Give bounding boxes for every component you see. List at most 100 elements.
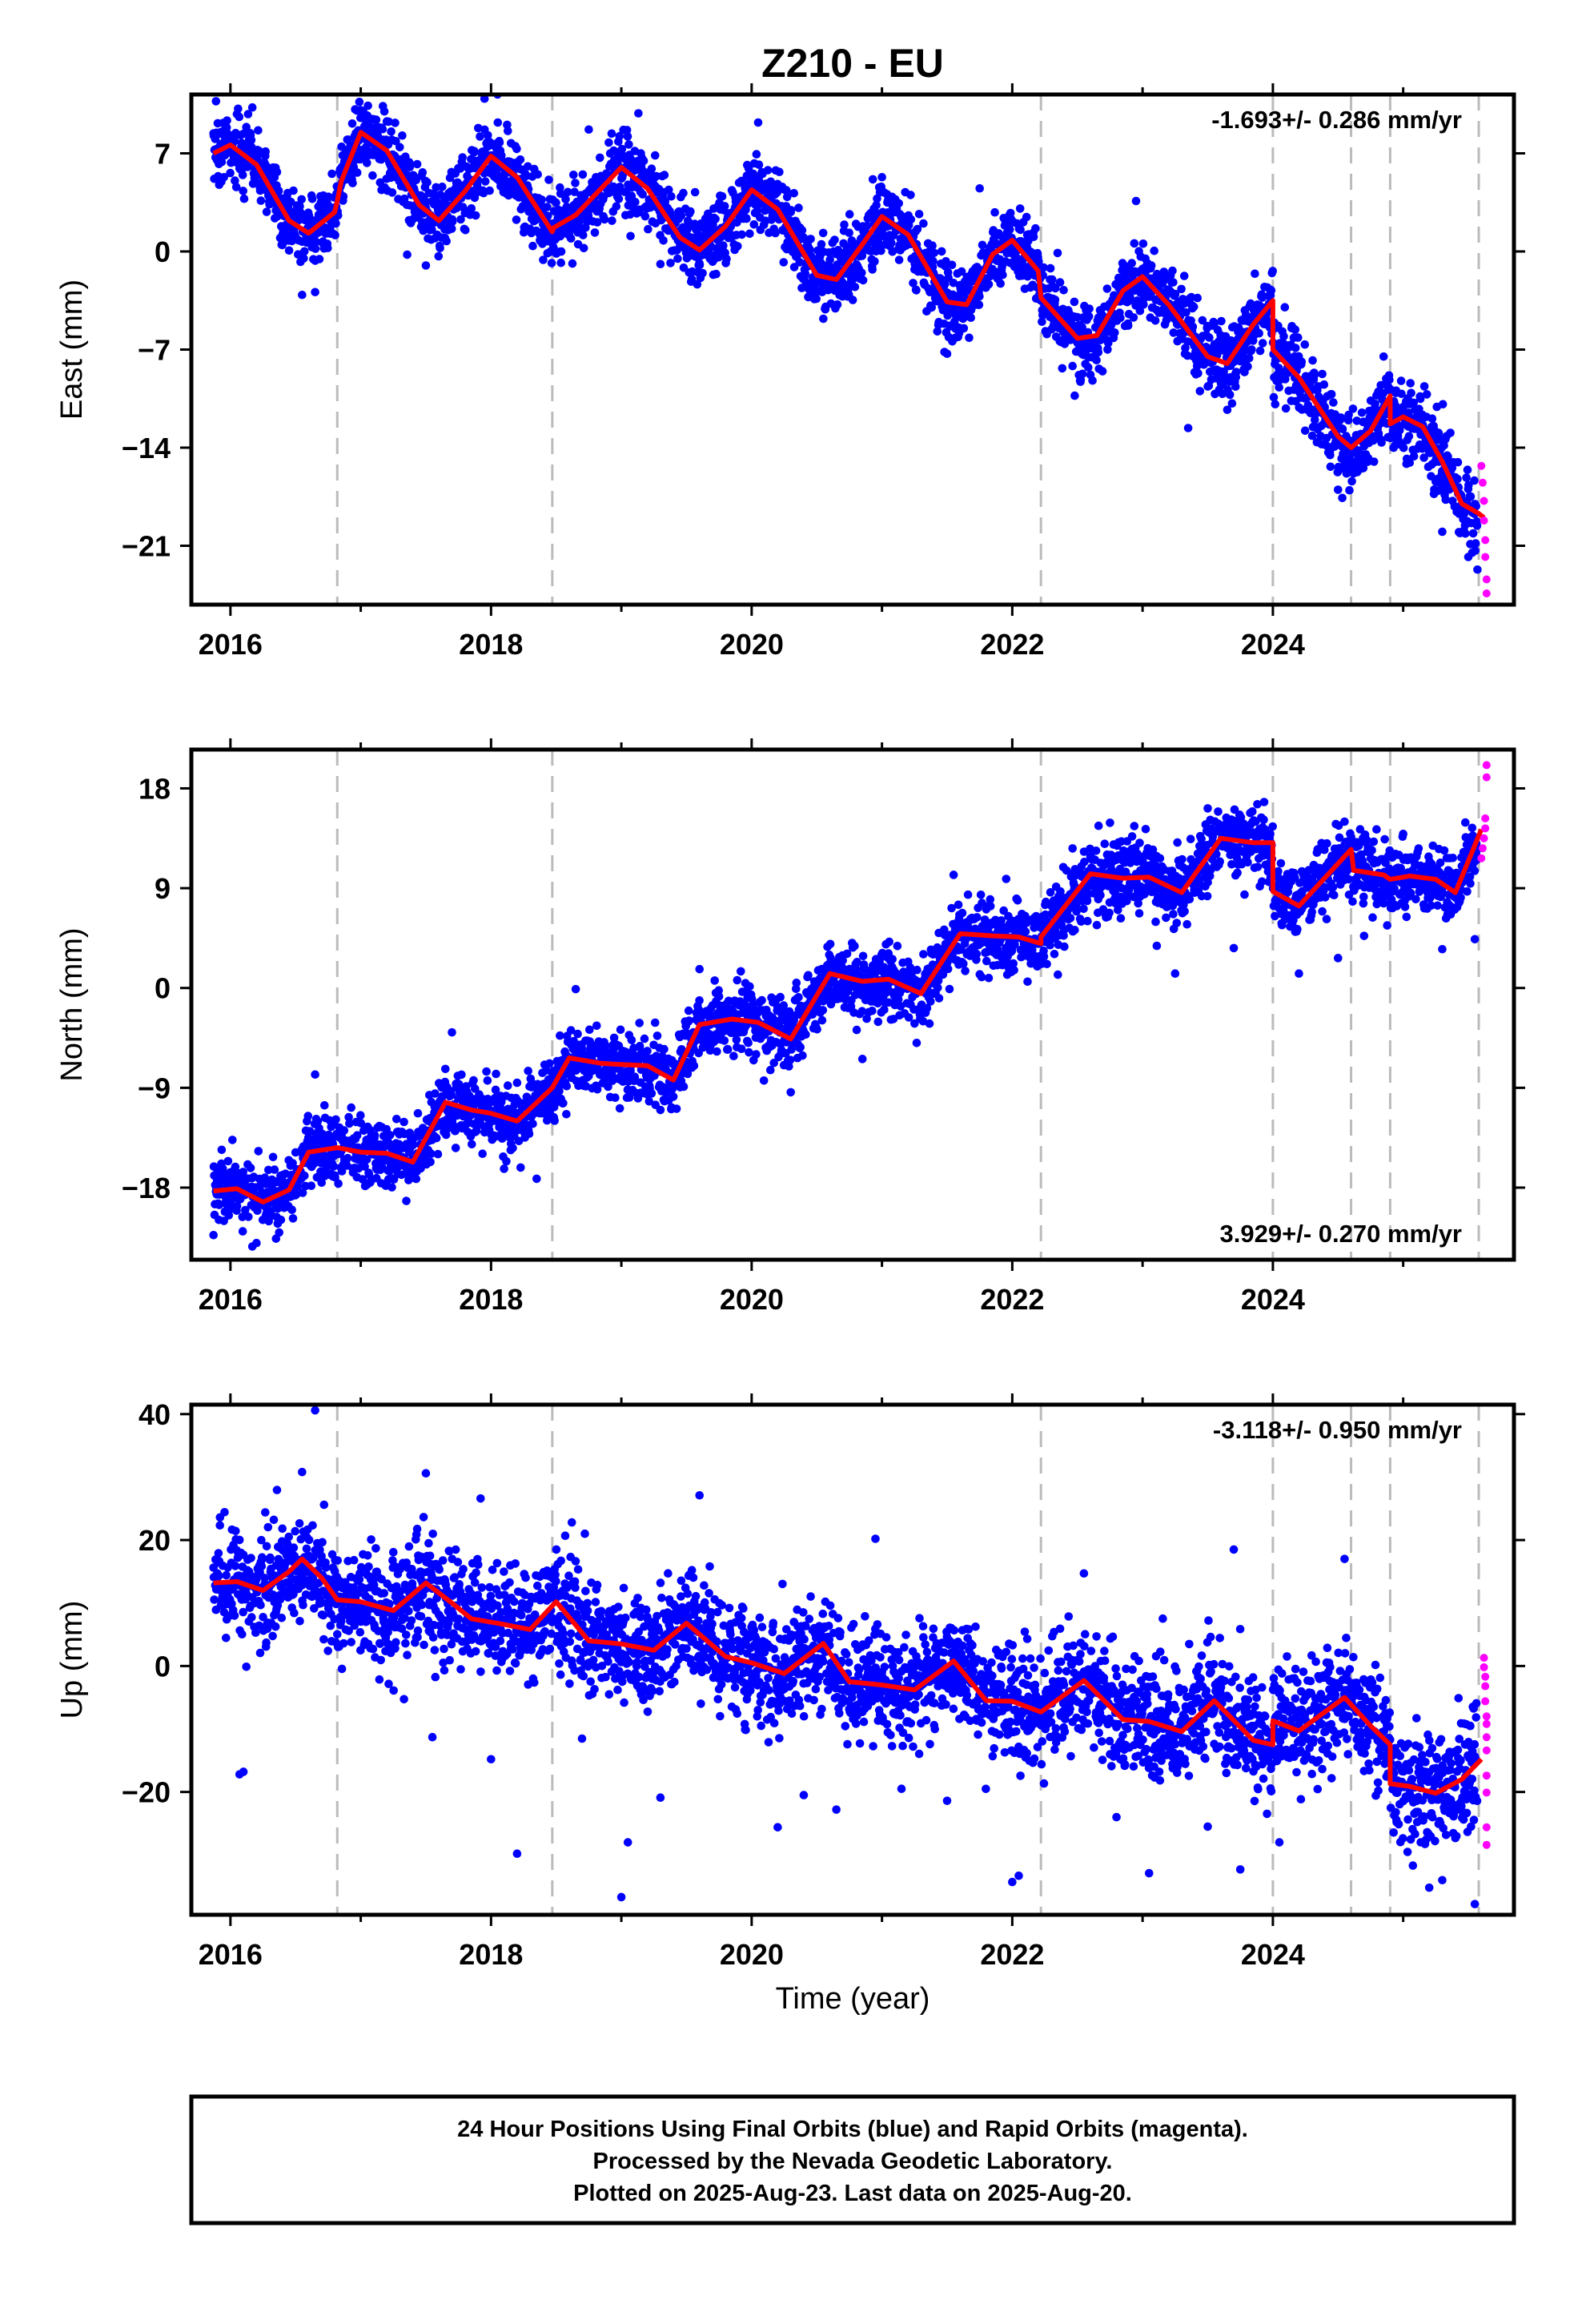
final-point <box>1308 356 1317 365</box>
final-point <box>604 1082 612 1092</box>
final-point <box>677 211 686 220</box>
final-point <box>710 976 719 985</box>
final-point <box>461 226 470 235</box>
final-point <box>566 1026 576 1035</box>
north-points <box>209 761 1491 1251</box>
final-point <box>578 170 588 179</box>
final-point <box>524 1129 534 1138</box>
final-point <box>385 1131 395 1140</box>
final-point <box>561 195 570 203</box>
final-point <box>1194 368 1203 378</box>
final-point <box>391 119 400 127</box>
final-point <box>345 1119 354 1128</box>
final-point <box>387 127 396 136</box>
final-point <box>1419 382 1429 391</box>
final-point <box>304 211 314 221</box>
final-point <box>1407 388 1415 398</box>
final-point <box>1255 346 1265 356</box>
final-point <box>1006 208 1015 218</box>
final-point <box>300 247 309 256</box>
final-point <box>695 260 705 270</box>
final-point <box>528 1120 537 1128</box>
final-point <box>1422 390 1431 399</box>
final-point <box>857 268 866 277</box>
final-point <box>539 255 548 264</box>
final-point <box>441 1064 450 1074</box>
final-point <box>1275 383 1283 392</box>
final-point <box>1039 263 1048 272</box>
final-point <box>604 138 613 147</box>
final-point <box>622 126 632 135</box>
final-point <box>512 144 521 154</box>
final-point <box>672 1104 681 1113</box>
final-point <box>818 228 828 238</box>
final-point <box>612 202 621 211</box>
final-point <box>438 183 447 191</box>
final-point <box>1294 333 1303 342</box>
final-point <box>1070 297 1079 307</box>
final-point <box>209 1231 219 1240</box>
final-point <box>887 239 896 247</box>
final-point <box>1297 357 1307 367</box>
final-point <box>264 1165 273 1175</box>
final-point <box>284 246 294 255</box>
final-point <box>343 1153 352 1163</box>
final-point <box>418 168 428 177</box>
final-point <box>667 192 676 201</box>
final-point <box>270 1165 279 1174</box>
final-point <box>1415 394 1425 404</box>
final-point <box>1291 344 1300 352</box>
final-point <box>243 163 252 171</box>
final-point <box>974 300 984 309</box>
final-point <box>1085 304 1094 313</box>
final-point <box>1279 332 1288 341</box>
final-point <box>223 116 231 125</box>
final-point <box>1102 284 1112 293</box>
final-point <box>444 1124 452 1133</box>
final-point <box>224 1211 234 1220</box>
final-point <box>291 1190 301 1199</box>
final-point <box>1333 485 1343 494</box>
final-point <box>243 110 253 119</box>
final-point <box>436 243 444 253</box>
final-point <box>232 110 242 119</box>
final-point <box>644 1097 654 1106</box>
final-point <box>929 256 938 266</box>
final-point <box>779 1001 789 1010</box>
final-point <box>1051 283 1060 293</box>
chart-title: Z210 - EU <box>761 41 944 86</box>
final-point <box>930 248 939 258</box>
final-point <box>1471 546 1480 555</box>
final-point <box>640 211 650 221</box>
final-point <box>478 1149 487 1158</box>
final-point <box>785 1055 795 1064</box>
final-point <box>659 236 668 245</box>
final-point <box>714 986 723 995</box>
final-point <box>311 287 319 297</box>
final-point <box>432 183 440 192</box>
final-point <box>857 251 867 260</box>
final-point <box>483 1076 492 1085</box>
final-point <box>590 228 600 237</box>
final-point <box>512 215 521 224</box>
final-point <box>624 1093 634 1102</box>
final-point <box>255 147 264 155</box>
final-point <box>371 115 381 124</box>
east-points <box>209 94 1491 597</box>
final-point <box>344 1112 353 1122</box>
final-point <box>975 292 984 301</box>
final-point <box>858 275 868 285</box>
final-point <box>239 187 248 195</box>
final-point <box>241 1205 250 1215</box>
final-point <box>592 218 602 227</box>
final-point <box>1135 306 1145 316</box>
final-point <box>543 1116 552 1125</box>
final-point <box>1092 356 1101 365</box>
final-point <box>623 132 632 141</box>
final-point <box>1078 369 1087 379</box>
final-point <box>465 1092 474 1101</box>
final-point <box>868 175 877 184</box>
final-point <box>614 195 624 203</box>
